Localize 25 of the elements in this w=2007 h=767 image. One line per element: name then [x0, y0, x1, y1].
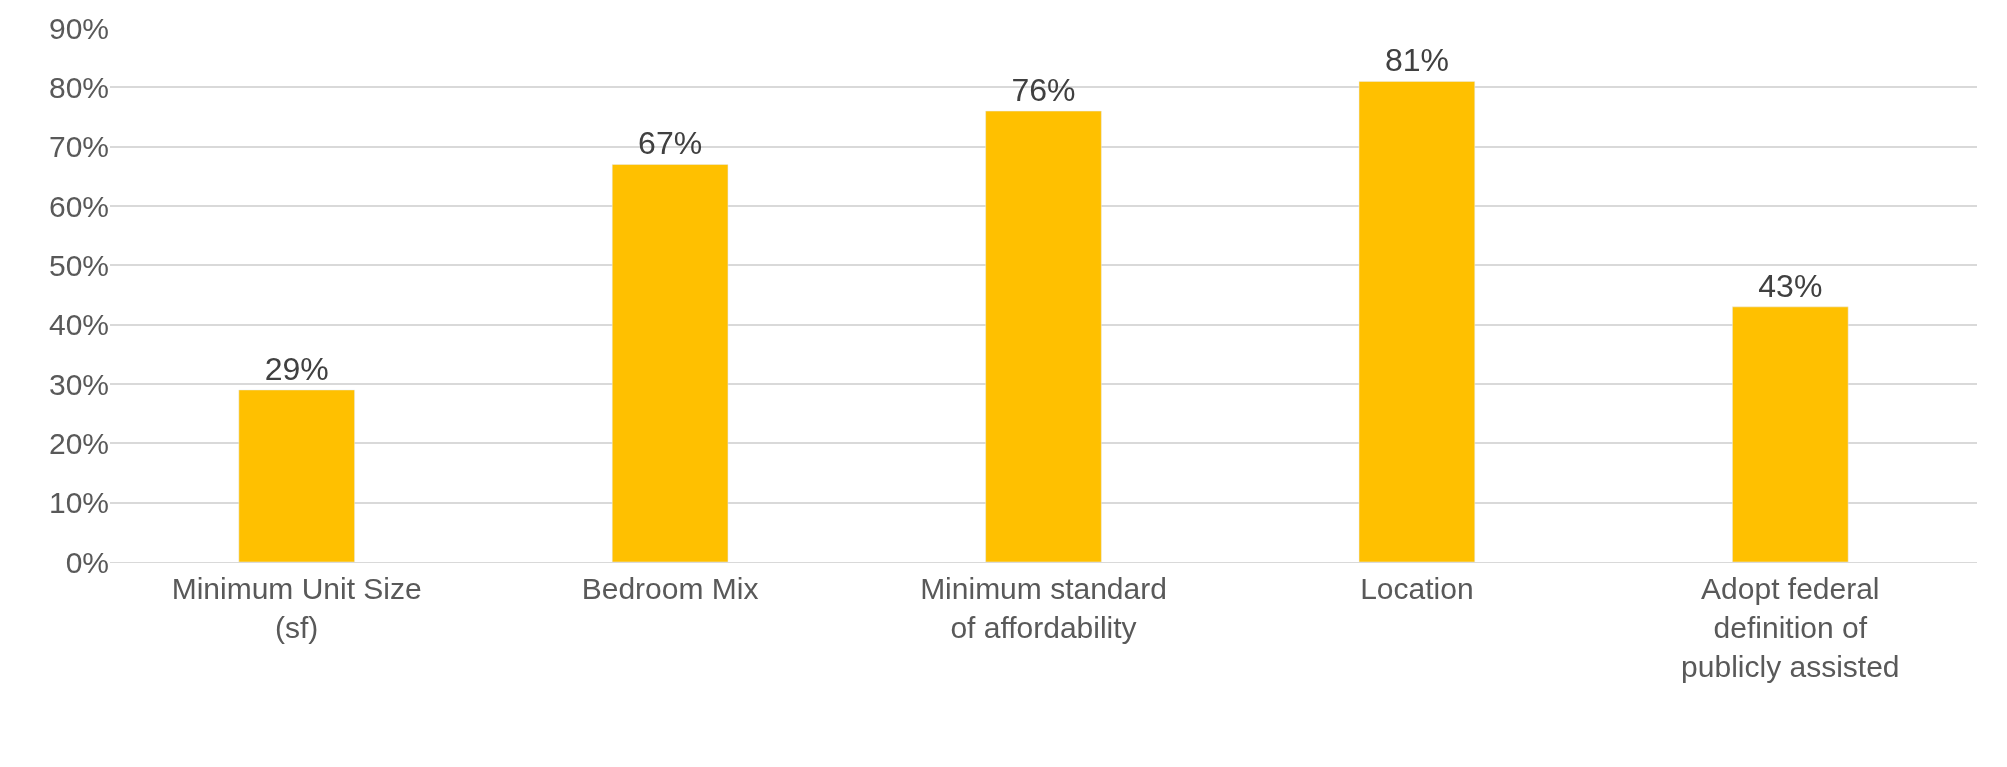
x-tick-label: Adopt federal definition of publicly assisted [1681, 572, 1900, 683]
x-tick-label: Location [1360, 572, 1474, 605]
data-label: 43% [1758, 267, 1823, 304]
y-tick-label: 50% [48, 248, 109, 282]
y-tick-label: 10% [48, 486, 109, 520]
y-tick-label: 70% [48, 130, 109, 164]
x-tick-label: Bedroom Mix [581, 572, 759, 605]
bar [1732, 306, 1849, 562]
bar [985, 110, 1102, 562]
data-label: 67% [638, 125, 703, 162]
y-tick-label: 80% [48, 70, 109, 104]
bar [1358, 81, 1476, 562]
bar [611, 164, 729, 562]
y-tick-label: 30% [48, 367, 109, 401]
y-tick-label: 0% [65, 545, 109, 579]
bar [238, 389, 355, 562]
x-tick-label: Minimum standard of affordability [920, 572, 1167, 644]
y-tick-label: 60% [48, 189, 109, 223]
x-tick-label: Minimum Unit Size (sf) [171, 572, 422, 644]
data-label: 81% [1384, 42, 1449, 79]
y-tick-label: 90% [48, 11, 109, 45]
y-tick-label: 20% [48, 426, 109, 460]
data-label: 29% [264, 350, 329, 387]
y-tick-label: 40% [48, 308, 109, 342]
data-label: 76% [1011, 72, 1076, 109]
